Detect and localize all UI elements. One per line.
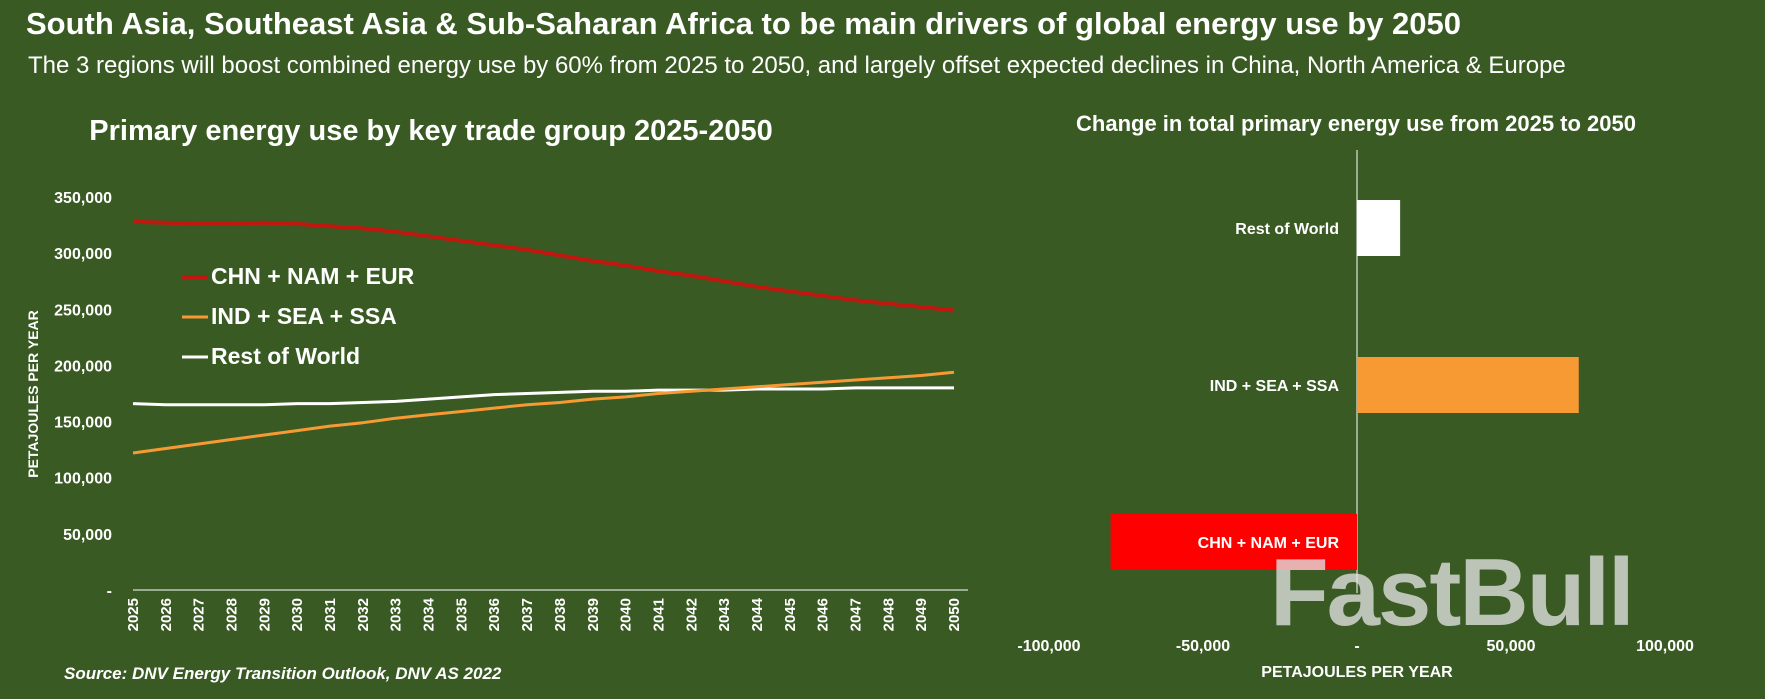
- x-tick-label: 50,000: [1487, 638, 1536, 655]
- bar-chart-title: Change in total primary energy use from …: [1076, 111, 1636, 136]
- x-tick-label: 2042: [683, 598, 700, 631]
- x-tick-label: 2026: [158, 598, 175, 631]
- line-chart-y-axis-label: PETAJOULES PER YEAR: [25, 310, 41, 478]
- line-chart-x-ticks: 2025 2026 2027 2028 2029 2030 2031 2032 2033 2034…: [125, 597, 963, 631]
- x-tick-label: 2028: [224, 598, 241, 631]
- bar-chart-bars: [1110, 200, 1579, 570]
- y-tick-label: -: [107, 583, 112, 600]
- x-tick-label: 2027: [191, 598, 208, 631]
- x-tick-label: -: [1354, 638, 1359, 655]
- x-tick-label: 2041: [650, 598, 667, 631]
- x-tick-label: 100,000: [1636, 638, 1694, 655]
- x-tick-label: 2043: [716, 598, 733, 631]
- x-tick-label: 2046: [815, 598, 832, 631]
- bar-chart-x-ticks: -100,000 -50,000-50,000 100,000: [1017, 638, 1694, 655]
- x-tick-label: 2025: [125, 598, 142, 631]
- x-tick-label: -50,000: [1176, 638, 1230, 655]
- x-tick-label: 2031: [322, 598, 339, 631]
- x-tick-label: 2047: [847, 598, 864, 631]
- x-tick-label: 2036: [486, 598, 503, 631]
- x-tick-label: -100,000: [1017, 638, 1080, 655]
- y-tick-label: 200,000: [54, 358, 112, 375]
- category-label: Rest of World: [1235, 221, 1339, 238]
- line-chart-series: [132, 219, 955, 455]
- y-tick-label: 150,000: [54, 415, 112, 432]
- line-chart: Primary energy use by key trade group 20…: [25, 115, 968, 631]
- bar-chart: Change in total primary energy use from …: [1017, 111, 1694, 681]
- x-tick-label: 2034: [421, 597, 438, 631]
- watermark-logo: FastBull: [1270, 539, 1635, 646]
- bar-chart-category-labels: Rest of World IND + SEA + SSA CHN + NAM + …: [1198, 221, 1340, 552]
- x-tick-label: 2040: [618, 598, 635, 631]
- x-tick-label: 2039: [585, 598, 602, 631]
- series-line: [132, 370, 955, 455]
- x-tick-label: 2038: [552, 598, 569, 631]
- x-tick-label: 2037: [519, 598, 536, 631]
- line-chart-y-ticks: - 50,000 100,000 150,000 200,000 250,000 300,0…: [54, 190, 112, 600]
- x-tick-label: 2048: [880, 598, 897, 631]
- x-tick-label: 2029: [256, 598, 273, 631]
- x-tick-label: 2049: [913, 598, 930, 631]
- x-tick-label: 2035: [453, 598, 470, 631]
- x-tick-label: 2032: [355, 598, 372, 631]
- x-tick-label: 2033: [388, 598, 405, 631]
- line-chart-legend: CHN + NAM + EUR IND + SEA + SSA Rest of Wo…: [182, 263, 415, 369]
- y-tick-label: 350,000: [54, 190, 112, 207]
- x-tick-label: 2045: [782, 598, 799, 631]
- subheadline: The 3 regions will boost combined energy…: [28, 52, 1566, 79]
- bar: [1110, 514, 1357, 570]
- line-chart-title: Primary energy use by key trade group 20…: [89, 115, 772, 147]
- y-tick-label: 100,000: [54, 471, 112, 488]
- bar: [1357, 357, 1579, 413]
- bar-chart-x-axis-label: PETAJOULES PER YEAR: [1261, 664, 1453, 681]
- category-label: IND + SEA + SSA: [1210, 378, 1340, 395]
- category-label: CHN + NAM + EUR: [1198, 535, 1340, 552]
- source-note: Source: DNV Energy Transition Outlook, D…: [64, 664, 502, 683]
- y-tick-label: 300,000: [54, 246, 112, 263]
- legend-label: Rest of World: [211, 343, 360, 369]
- y-tick-label: 250,000: [54, 302, 112, 319]
- legend-label: IND + SEA + SSA: [211, 303, 397, 329]
- x-tick-label: 2030: [289, 598, 306, 631]
- x-tick-label: 2050: [946, 598, 963, 631]
- x-tick-label: 2044: [749, 597, 766, 631]
- legend-label: CHN + NAM + EUR: [211, 263, 415, 289]
- series-line: [132, 386, 954, 407]
- headline: South Asia, Southeast Asia & Sub-Saharan…: [26, 6, 1461, 41]
- bar: [1357, 200, 1401, 256]
- y-tick-label: 50,000: [63, 527, 112, 544]
- series-line: [132, 219, 955, 313]
